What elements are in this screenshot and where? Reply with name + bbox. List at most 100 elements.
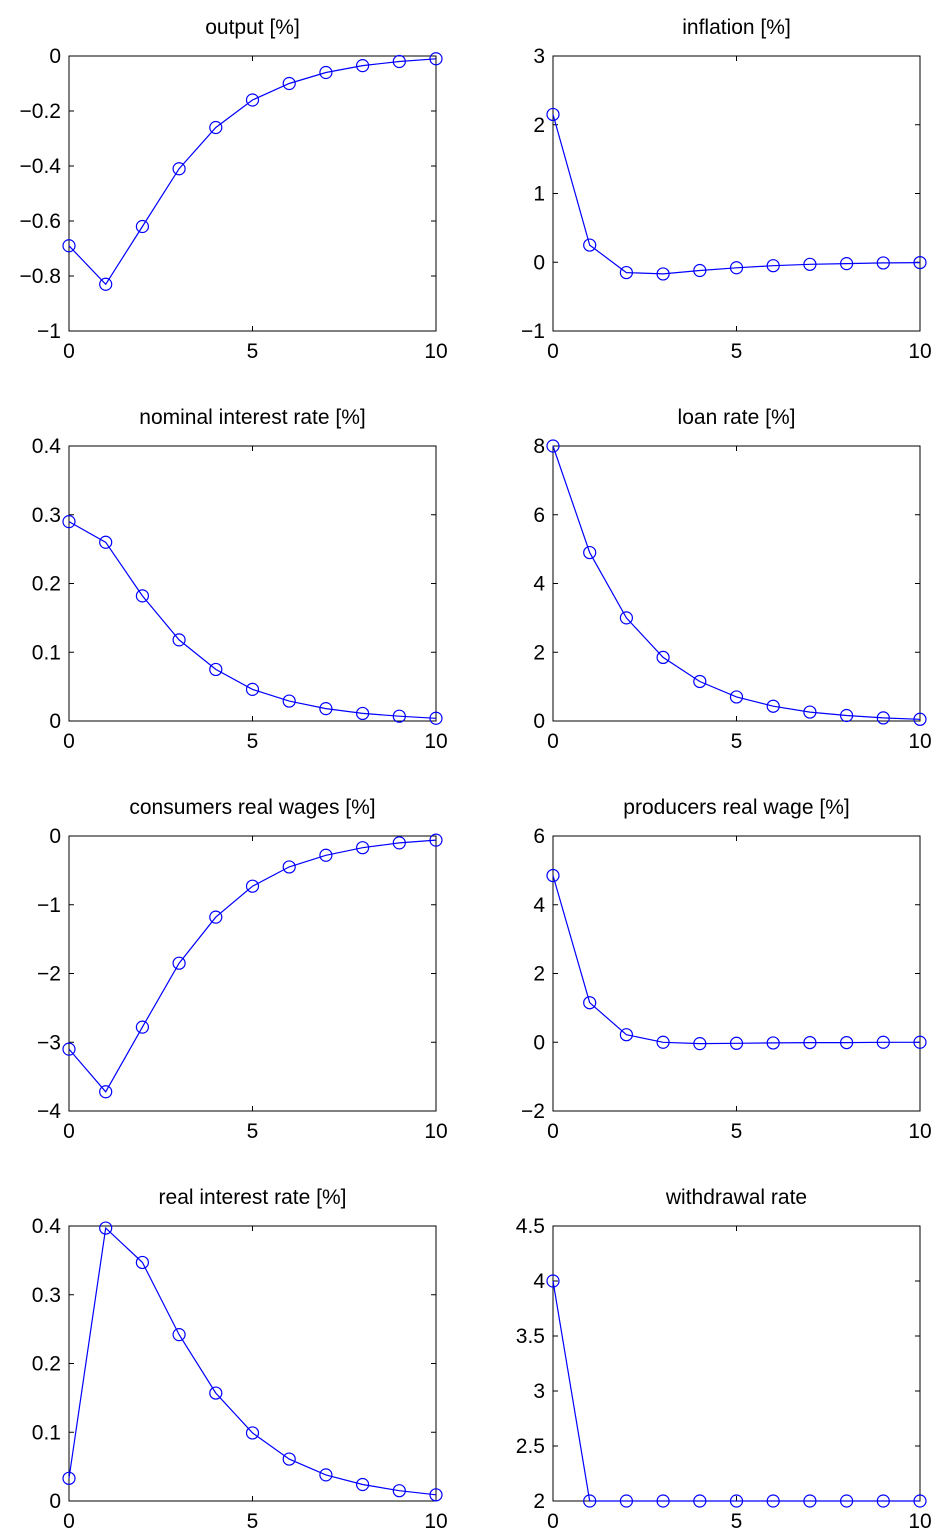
y-tick-label: 0.1 <box>32 1421 61 1444</box>
data-point <box>245 879 260 893</box>
y-tick-label: −2 <box>37 963 61 986</box>
data-point <box>546 107 560 122</box>
series-line <box>552 114 921 275</box>
data-point <box>429 711 443 725</box>
series-line <box>68 839 437 1093</box>
data-point <box>282 76 296 91</box>
axes-box <box>552 55 921 332</box>
data-point <box>729 261 744 275</box>
data-point <box>876 256 890 270</box>
data-point <box>546 439 560 453</box>
data-point <box>693 263 707 278</box>
data-point <box>803 1494 817 1508</box>
y-tick-label: 8 <box>533 435 545 458</box>
data-point <box>172 633 186 647</box>
data-point <box>656 1035 670 1049</box>
data-point <box>839 257 854 271</box>
x-tick-label: 10 <box>908 730 931 753</box>
x-tick-label: 10 <box>424 730 447 753</box>
data-point <box>546 1274 560 1288</box>
data-point <box>282 1452 296 1466</box>
y-tick-label: 2 <box>533 641 545 664</box>
data-point <box>319 848 333 862</box>
data-point <box>656 267 670 281</box>
data-point <box>62 515 76 529</box>
data-point <box>619 265 634 280</box>
axes-box <box>552 835 921 1112</box>
chart-panel-1: output [%] 0 5 10 −1 −0.8 −0.6 −0.4 −0.2 0 <box>20 16 448 363</box>
data-point <box>392 54 406 69</box>
axes-box <box>68 55 437 332</box>
y-tick-label: 1 <box>533 183 545 206</box>
data-point <box>99 535 113 549</box>
data-point <box>729 1036 744 1050</box>
data-point <box>245 682 260 696</box>
data-point <box>319 65 333 80</box>
x-tick-label: 0 <box>547 1120 559 1143</box>
data-point <box>619 1028 634 1042</box>
y-tick-label: 6 <box>533 825 545 848</box>
data-point <box>766 699 780 713</box>
data-point <box>693 1494 707 1508</box>
x-tick-label: 5 <box>731 1510 743 1533</box>
chart-title: output [%] <box>205 16 300 39</box>
data-point <box>99 1085 113 1099</box>
chart-panel-7: real interest rate [%] 0 5 10 0 0.1 0.2 0.3 0.4 <box>32 1186 448 1533</box>
data-point <box>135 1020 149 1034</box>
data-point <box>429 1488 443 1502</box>
data-point <box>209 910 223 924</box>
y-tick-label: 2.5 <box>516 1435 545 1458</box>
chart-panel-4: loan rate [%] 0 5 10 0 2 4 6 8 <box>533 406 931 753</box>
data-point <box>913 712 927 726</box>
y-tick-label: 0.3 <box>32 1284 61 1307</box>
axes-box <box>68 835 437 1112</box>
x-tick-label: 5 <box>247 1510 259 1533</box>
series-line <box>68 58 437 286</box>
series-line <box>552 445 921 720</box>
data-point <box>356 841 370 855</box>
axes-box <box>552 445 921 722</box>
data-point <box>62 1042 76 1056</box>
data-point <box>356 706 370 721</box>
x-tick-label: 0 <box>63 1120 75 1143</box>
x-tick-label: 0 <box>63 730 75 753</box>
data-point <box>656 650 670 665</box>
axes-box <box>552 1225 921 1502</box>
y-tick-label: 0.4 <box>32 1215 62 1238</box>
y-tick-label: 3 <box>533 45 545 68</box>
y-tick-label: 0.1 <box>32 641 61 664</box>
y-tick-label: −1 <box>521 320 545 343</box>
y-tick-label: −0.2 <box>20 100 61 123</box>
data-point <box>172 956 186 970</box>
y-tick-label: 0 <box>49 710 61 733</box>
x-tick-label: 10 <box>908 340 931 363</box>
x-tick-label: 10 <box>908 1510 931 1533</box>
data-point <box>619 611 634 625</box>
data-point <box>766 1036 780 1050</box>
data-point <box>839 708 854 723</box>
data-point <box>656 1494 670 1508</box>
chart-title: producers real wage [%] <box>623 796 849 819</box>
chart-title: loan rate [%] <box>678 406 796 429</box>
data-point <box>62 239 76 253</box>
y-tick-label: 0.4 <box>32 435 62 458</box>
y-tick-label: 4 <box>533 573 545 596</box>
data-point <box>583 238 597 252</box>
x-tick-label: 0 <box>547 730 559 753</box>
x-tick-label: 5 <box>247 1120 259 1143</box>
x-tick-label: 0 <box>547 340 559 363</box>
data-point <box>135 1255 149 1270</box>
y-tick-label: −0.6 <box>20 210 61 233</box>
data-point <box>282 694 296 708</box>
y-tick-label: 4 <box>533 894 545 917</box>
chart-title: inflation [%] <box>682 16 791 39</box>
y-tick-label: 6 <box>533 504 545 527</box>
data-point <box>356 1477 370 1492</box>
data-point <box>766 259 780 273</box>
y-tick-label: −4 <box>37 1100 61 1123</box>
x-tick-label: 5 <box>247 730 259 753</box>
chart-title: real interest rate [%] <box>159 1186 347 1209</box>
data-point <box>766 1494 780 1508</box>
